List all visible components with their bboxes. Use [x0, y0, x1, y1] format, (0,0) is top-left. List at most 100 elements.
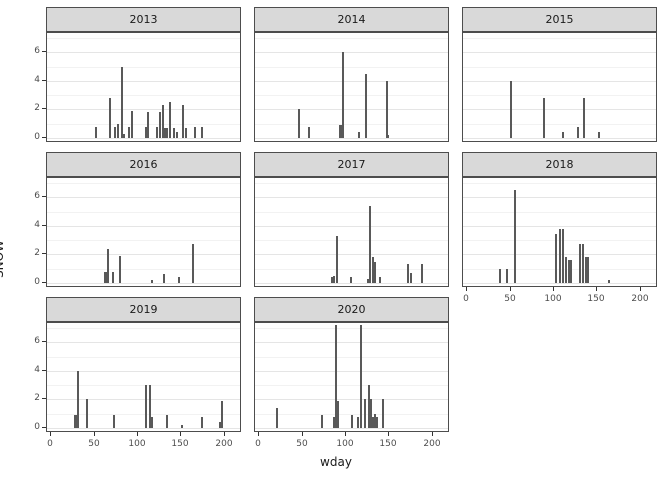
bar	[178, 277, 180, 283]
gridline-major	[463, 138, 656, 139]
bar	[156, 127, 158, 138]
bar	[337, 401, 339, 428]
gridline-major	[463, 52, 656, 53]
bar	[364, 399, 366, 428]
gridline-major	[47, 283, 240, 284]
x-tick-mark	[388, 432, 389, 436]
bar	[112, 272, 114, 283]
gridline-minor	[255, 212, 448, 213]
y-tick-label: 4	[34, 219, 40, 230]
bar	[159, 112, 161, 138]
bar	[577, 127, 579, 138]
facet-strip-2015: 2015	[462, 7, 657, 32]
bar	[421, 264, 423, 283]
gridline-minor	[47, 357, 240, 358]
y-tick-label: 2	[34, 103, 40, 114]
bar	[350, 277, 352, 283]
gridline-major	[47, 109, 240, 110]
bar	[121, 67, 123, 138]
gridline-major	[47, 371, 240, 372]
bar	[221, 401, 223, 428]
bar	[587, 257, 589, 283]
bar	[570, 260, 572, 283]
bar	[372, 417, 374, 428]
bar	[114, 127, 116, 138]
bar	[201, 417, 203, 428]
bar	[321, 415, 323, 428]
y-tick-label: 4	[34, 74, 40, 85]
bar	[369, 206, 371, 283]
y-tick-label: 2	[34, 393, 40, 404]
bar	[308, 127, 310, 138]
y-tick-mark	[42, 79, 46, 81]
x-tick-label: 150	[587, 294, 605, 304]
gridline-minor	[255, 240, 448, 241]
x-tick-label: 200	[423, 439, 441, 449]
x-tick-mark	[345, 432, 346, 436]
bar	[335, 325, 337, 428]
y-tick-mark	[42, 108, 46, 110]
bar	[95, 127, 97, 138]
y-axis-title: SNOW	[0, 240, 6, 278]
bar	[151, 417, 153, 428]
gridline-major	[255, 109, 448, 110]
facet-panel-2020	[254, 322, 449, 432]
x-tick-label: 100	[544, 294, 562, 304]
x-tick-label: 50	[504, 294, 516, 304]
bar	[543, 98, 545, 138]
y-tick-mark	[42, 224, 46, 226]
gridline-minor	[255, 269, 448, 270]
x-tick-mark	[50, 432, 51, 436]
bar	[559, 229, 561, 283]
facet-strip-label: 2015	[545, 13, 574, 26]
facet-strip-label: 2018	[545, 158, 574, 171]
facet-strip-2019: 2019	[46, 297, 241, 322]
x-tick-label: 0	[463, 294, 469, 304]
facet-panel-2014	[254, 32, 449, 142]
gridline-minor	[255, 38, 448, 39]
bar	[410, 273, 412, 283]
bar	[368, 385, 370, 428]
y-tick-label: 6	[34, 46, 40, 57]
x-tick-label: 0	[47, 439, 53, 449]
x-tick-mark	[137, 432, 138, 436]
x-tick-mark	[466, 287, 467, 291]
bar	[77, 371, 79, 428]
gridline-major	[47, 254, 240, 255]
x-tick-label: 50	[296, 439, 308, 449]
x-tick-mark	[432, 432, 433, 436]
bar	[358, 132, 360, 138]
gridline-major	[463, 109, 656, 110]
x-tick-label: 200	[631, 294, 649, 304]
bar	[514, 190, 516, 283]
y-tick-label: 0	[34, 277, 40, 287]
bar	[194, 127, 196, 138]
bar	[386, 81, 388, 138]
gridline-minor	[47, 38, 240, 39]
bar	[192, 244, 194, 283]
gridline-minor	[463, 212, 656, 213]
bar	[145, 127, 147, 138]
bar	[201, 127, 203, 138]
x-tick-mark	[596, 287, 597, 291]
y-tick-label: 4	[34, 364, 40, 375]
bar	[579, 244, 581, 283]
gridline-minor	[47, 95, 240, 96]
gridline-major	[47, 226, 240, 227]
bar	[583, 98, 585, 138]
facet-strip-2013: 2013	[46, 7, 241, 32]
y-tick-label: 2	[34, 248, 40, 259]
bar	[166, 415, 168, 428]
x-tick-mark	[258, 432, 259, 436]
bar	[113, 415, 115, 428]
gridline-major	[255, 399, 448, 400]
facet-panel-2013	[46, 32, 241, 142]
gridline-minor	[255, 183, 448, 184]
y-tick-mark	[42, 196, 46, 198]
gridline-minor	[255, 414, 448, 415]
x-tick-mark	[180, 432, 181, 436]
bar	[333, 276, 335, 283]
gridline-major	[255, 197, 448, 198]
bar	[331, 277, 333, 283]
gridline-major	[463, 197, 656, 198]
